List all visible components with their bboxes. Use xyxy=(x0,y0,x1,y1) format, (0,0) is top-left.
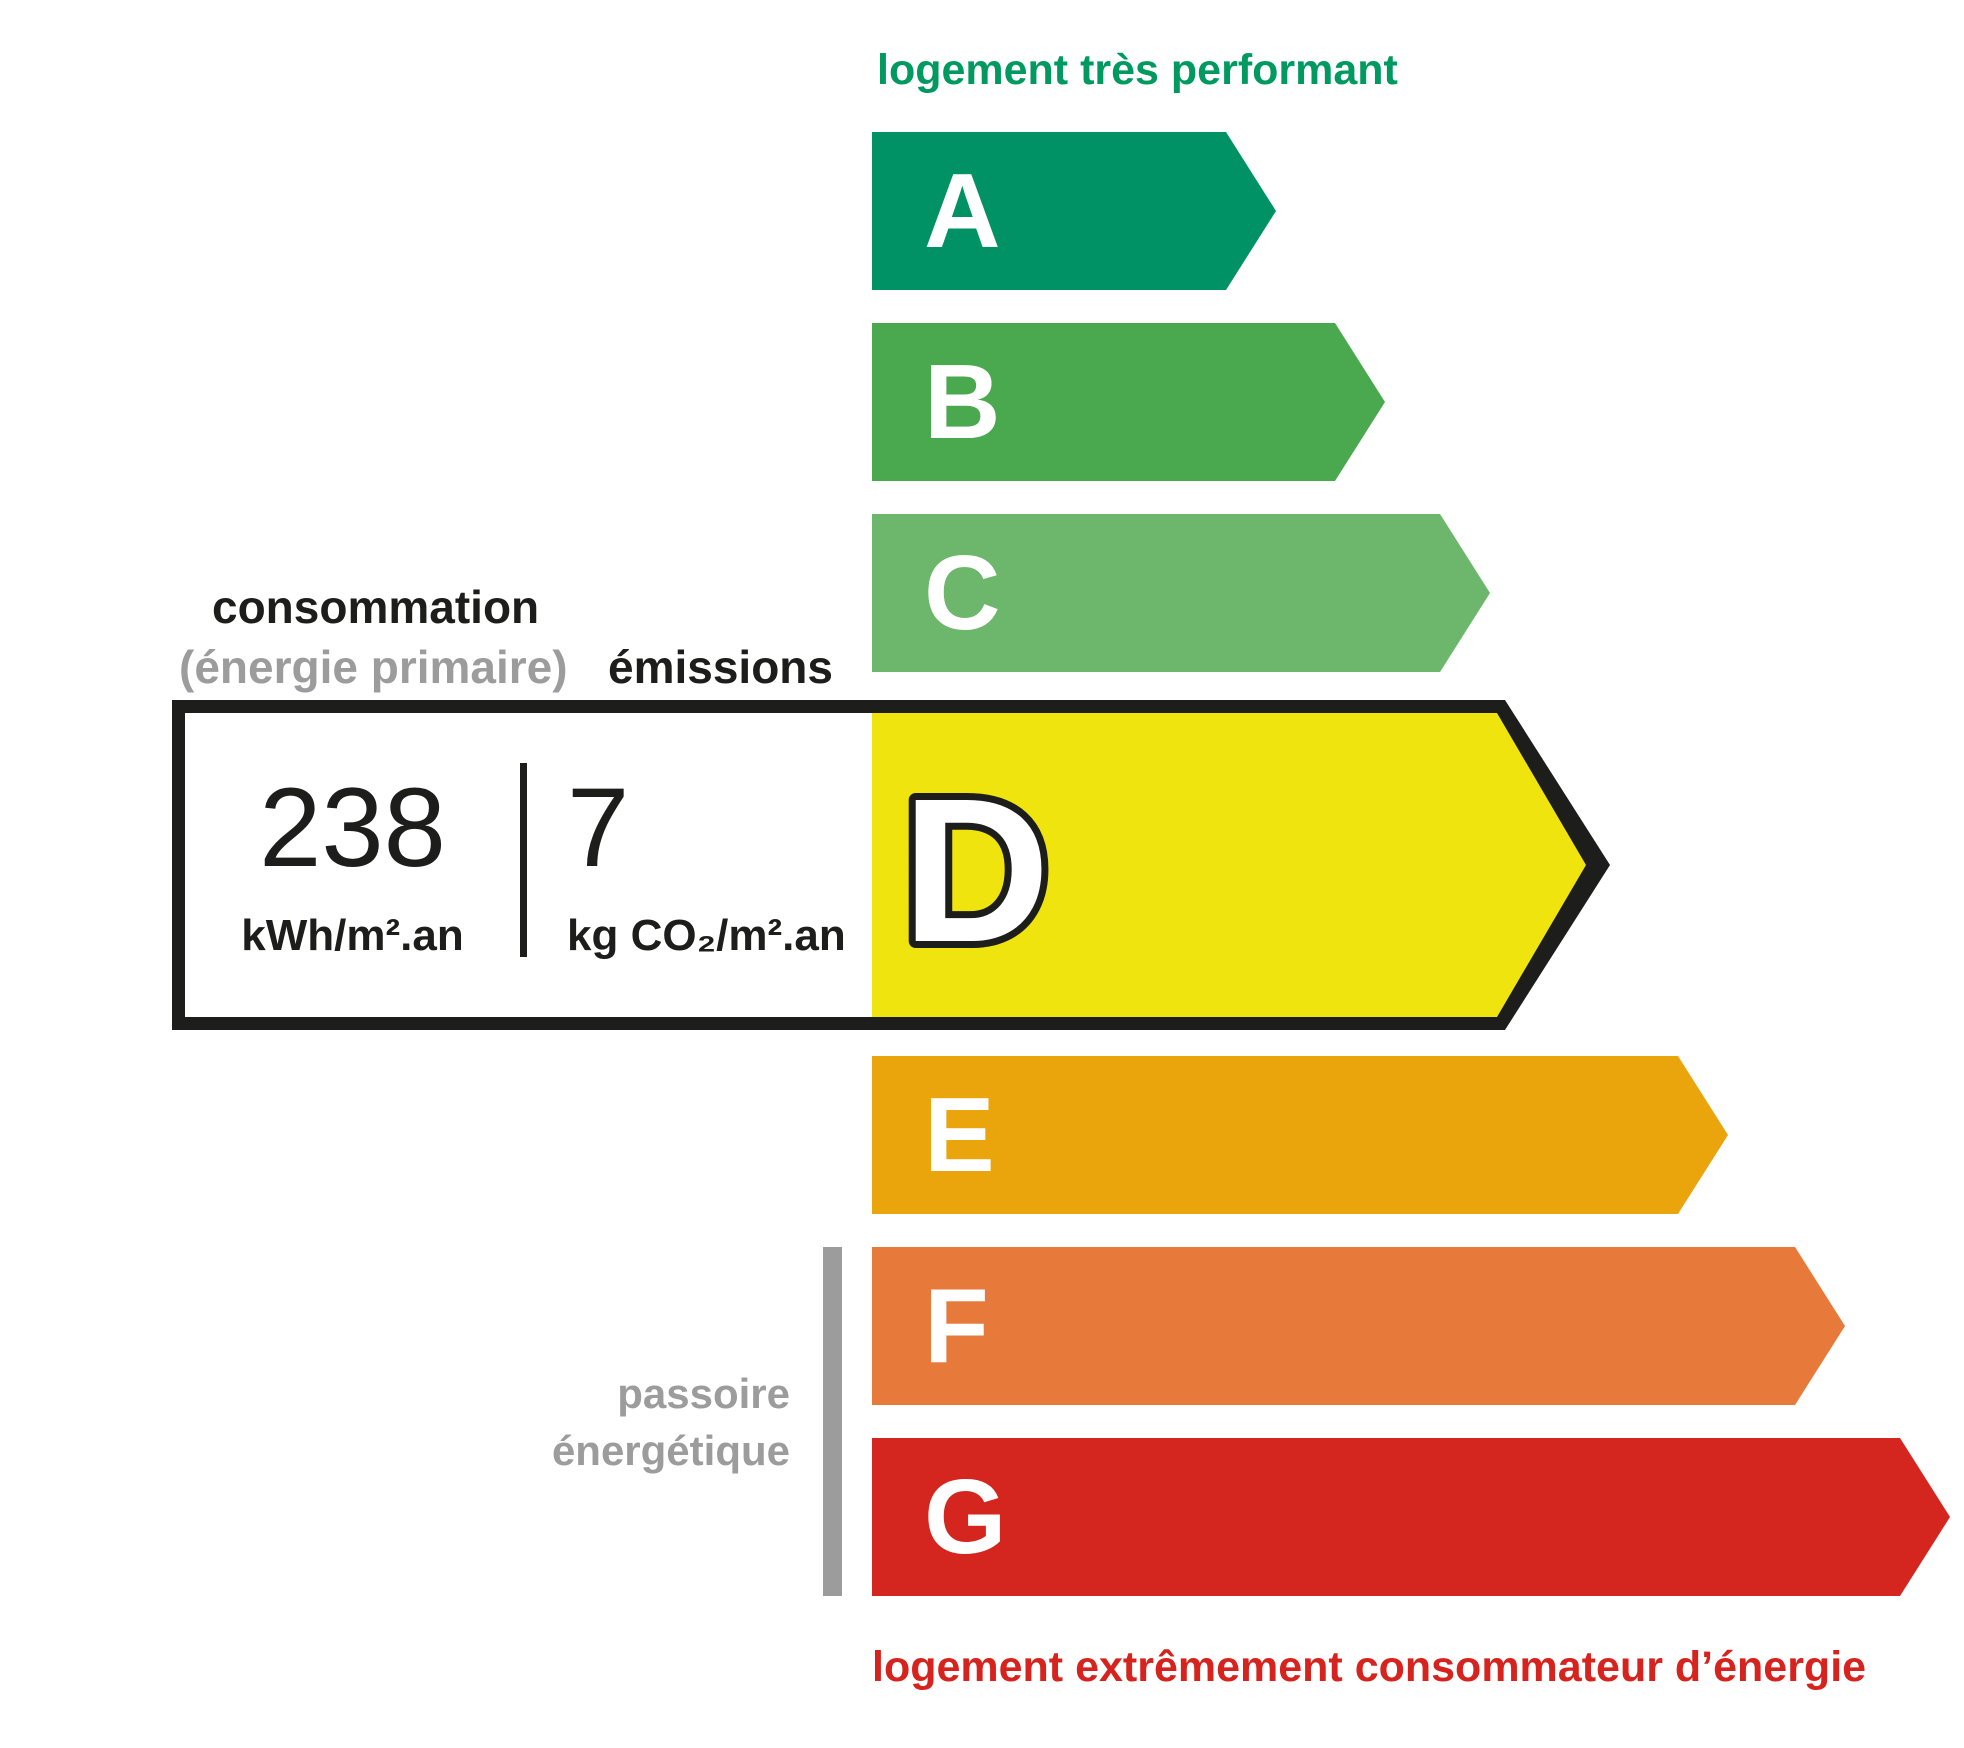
passoire-label-line2: énergétique xyxy=(551,1426,790,1474)
emissions-unit: kg CO₂/m².an xyxy=(567,910,846,960)
consumption-value: 238 xyxy=(259,765,446,891)
metrics-box xyxy=(185,713,872,1017)
top-caption: logement très performant xyxy=(877,46,1398,94)
energy-bar-b: B xyxy=(872,323,1385,481)
grade-letter-e: E xyxy=(924,1076,995,1194)
consumption-label: consommation xyxy=(212,581,540,633)
grade-letter-c: C xyxy=(924,534,1001,652)
grade-letter-d: D xyxy=(902,756,1050,985)
energy-bar-e: E xyxy=(872,1056,1728,1214)
emissions-value: 7 xyxy=(567,765,630,891)
emissions-label: émissions xyxy=(608,641,833,693)
grade-letter-f: F xyxy=(924,1267,989,1385)
passoire-label: passoire énergétique xyxy=(552,1366,790,1479)
grade-letter-g: G xyxy=(924,1458,1007,1576)
emissions-cell: 7 kg CO₂/m².an xyxy=(527,713,872,1017)
energy-bar-d: D xyxy=(872,713,1586,1017)
bottom-caption: logement extrêmement consommateur d’éner… xyxy=(872,1643,1867,1691)
grade-letter-a: A xyxy=(924,152,1001,270)
consumption-sublabel: (énergie primaire) xyxy=(179,641,568,693)
grade-letter-b: B xyxy=(924,343,1001,461)
metrics-divider xyxy=(520,763,527,957)
energy-bar-a: A xyxy=(872,132,1276,290)
grade-letter-d-svg: D xyxy=(895,749,1057,992)
energy-bar-g: G xyxy=(872,1438,1950,1596)
energy-bar-f: F xyxy=(872,1247,1845,1405)
passoire-indicator-bar xyxy=(823,1247,842,1596)
consumption-cell: 238 kWh/m².an xyxy=(185,713,520,1017)
current-rating-group: D 238 kWh/m².an 7 kg CO₂/m².an xyxy=(172,700,1610,1030)
passoire-label-line1: passoire xyxy=(617,1370,790,1417)
consumption-unit: kWh/m².an xyxy=(241,910,464,960)
energy-bar-c: C xyxy=(872,514,1490,672)
